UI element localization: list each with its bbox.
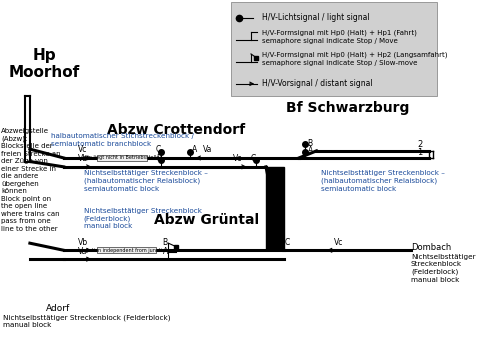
Text: Vc: Vc	[233, 154, 242, 163]
Text: Nichtselbsttätiger Streckenblock
(Felderblock)
manual block: Nichtselbsttätiger Streckenblock (Felder…	[84, 208, 202, 229]
Text: C: C	[251, 154, 256, 163]
Text: Abzweigstelle
(Abzw):
Blockstelle der
freien Strecke an
der Züge von
einer Strec: Abzweigstelle (Abzw): Blockstelle der fr…	[1, 128, 60, 232]
Bar	[96, 155, 147, 161]
Text: Vb: Vb	[78, 238, 88, 247]
Text: Nichtselbsttätiger Streckenblock –
(halbautomatischer Relaisblock)
semiautomatic: Nichtselbsttätiger Streckenblock – (halb…	[321, 170, 445, 192]
Text: B: B	[163, 238, 168, 247]
Text: C: C	[156, 145, 161, 154]
Text: A: A	[308, 146, 313, 155]
Text: Va: Va	[78, 247, 88, 256]
Text: Vb: Vb	[78, 154, 88, 163]
Bar	[231, 2, 437, 96]
Text: Nichtselbsttätiger
Streckenblock
(Felderblock)
manual block: Nichtselbsttätiger Streckenblock (Felder…	[411, 254, 476, 283]
Text: B: B	[308, 139, 313, 148]
Text: A: A	[163, 247, 168, 256]
Text: 2: 2	[417, 140, 422, 149]
Text: Dombach: Dombach	[411, 243, 451, 252]
Text: Adorf: Adorf	[46, 304, 71, 312]
Text: Abzw Crottendorf: Abzw Crottendorf	[107, 122, 245, 137]
Text: H/V-Lichtsignal / light signal: H/V-Lichtsignal / light signal	[262, 13, 369, 22]
Bar	[96, 247, 156, 253]
Polygon shape	[266, 167, 284, 250]
Text: Vc: Vc	[334, 238, 343, 247]
Text: H/V-Vorsignal / distant signal: H/V-Vorsignal / distant signal	[262, 79, 372, 88]
Text: Hp liegt nicht in Betriebsstelle: Hp liegt nicht in Betriebsstelle	[85, 155, 159, 160]
Text: Hp
Moorhof: Hp Moorhof	[8, 48, 80, 80]
Text: H/V-Formsignal mit Hp0 (Halt) + Hp1 (Fahrt)
semaphore signal indicate Stop / Mov: H/V-Formsignal mit Hp0 (Halt) + Hp1 (Fah…	[262, 29, 417, 44]
Text: B: B	[156, 154, 161, 163]
Text: A: A	[192, 145, 197, 154]
Text: 1: 1	[417, 148, 422, 157]
Text: Abzw Grüntal: Abzw Grüntal	[154, 213, 259, 227]
Text: Bf Schwarzburg: Bf Schwarzburg	[286, 101, 409, 115]
Text: Vc: Vc	[78, 145, 88, 154]
Text: C: C	[285, 238, 290, 247]
Text: Nichtselbsttätiger Streckenblock (Felderblock)
manual block: Nichtselbsttätiger Streckenblock (Felder…	[3, 314, 170, 328]
Text: Va: Va	[203, 145, 213, 154]
Text: halbautomatischer Stichstreckenblock /
semiautomatic branchblock: halbautomatischer Stichstreckenblock / s…	[50, 133, 193, 147]
Text: station independent from junction: station independent from junction	[84, 248, 168, 253]
Text: Nichtselbsttätiger Streckenblock –
(halbautomatischer Relaisblock)
semiautomatic: Nichtselbsttätiger Streckenblock – (halb…	[84, 170, 207, 192]
Text: H/V-Formsignal mit Hp0 (Halt) + Hp2 (Langsamfahrt)
semaphore signal indicate Sto: H/V-Formsignal mit Hp0 (Halt) + Hp2 (Lan…	[262, 51, 447, 66]
